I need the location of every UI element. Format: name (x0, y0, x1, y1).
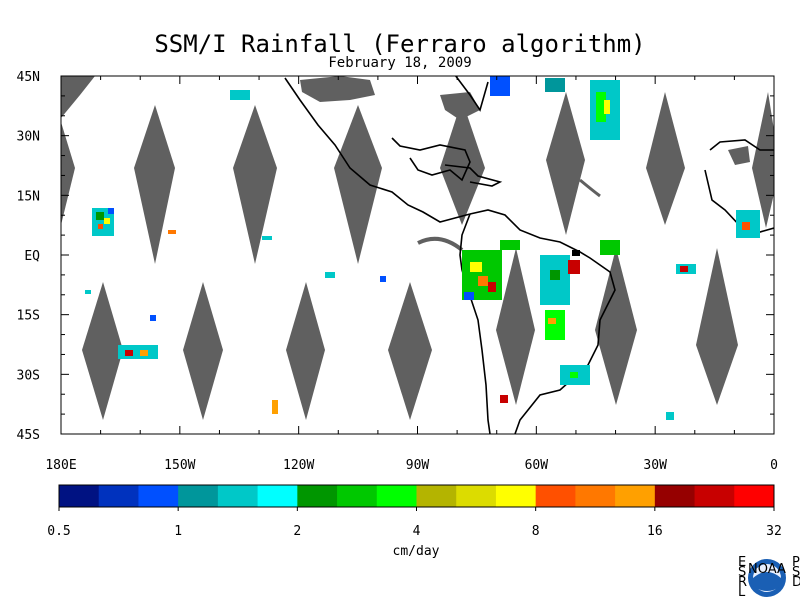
colorbar: 0.5 1 2 4 8 16 32 (47, 484, 782, 539)
colorbar-tick-label: 32 (766, 524, 782, 539)
colorbar-swatch (416, 485, 457, 507)
rain-cluster-amazon (462, 240, 580, 340)
colorbar-swatch (178, 485, 219, 507)
lat-tick-label: 15N (17, 189, 40, 204)
colorbar-tick-label: 16 (647, 524, 663, 539)
colorbar-swatch (217, 485, 259, 507)
colorbar-swatch (694, 485, 735, 507)
colorbar-swatch (734, 485, 775, 507)
missing-data-swaths (61, 76, 774, 420)
rain-cluster-s-pacific (118, 345, 158, 359)
axis-ticks (60, 75, 775, 435)
rain-cluster-n-atlantic (490, 76, 620, 140)
logo-letter-r: R (738, 575, 747, 590)
colorbar-swatch (59, 485, 100, 507)
colorbar-swatch (535, 485, 576, 507)
colorbar-swatch (337, 485, 378, 507)
colorbar-swatch (654, 485, 696, 507)
map-plot (61, 76, 774, 434)
colorbar-swatch (615, 485, 656, 507)
rain-specks (85, 90, 674, 420)
logo-letter-d: D (792, 575, 800, 590)
logo-letter-s: S (738, 565, 746, 580)
lat-tick-label: EQ (24, 249, 40, 264)
lon-tick-label: 90W (406, 458, 430, 473)
lon-tick-label: 0 (770, 458, 778, 473)
lon-tick-label: 150W (164, 458, 195, 473)
colorbar-swatch (297, 485, 338, 507)
colorbar-tick-label: 4 (413, 524, 421, 539)
chart-title: SSM/I Rainfall (Ferraro algorithm) (154, 30, 646, 58)
lon-tick-label: 180E (45, 458, 76, 473)
noaa-badge-text: NOAA (748, 562, 786, 577)
rainfall-patches (85, 76, 760, 420)
lon-axis: 180E 150W 120W 90W 60W 30W 0 (45, 458, 778, 473)
chart-date: February 18, 2009 (328, 55, 472, 71)
colorbar-swatch (257, 485, 298, 507)
lon-tick-label: 30W (643, 458, 667, 473)
colorbar-tick-label: 2 (293, 524, 301, 539)
lat-tick-label: 45S (17, 428, 40, 443)
colorbar-tick-label: 8 (532, 524, 540, 539)
colorbar-swatch (138, 485, 179, 507)
colorbar-tick-label: 0.5 (47, 524, 70, 539)
lat-tick-label: 45N (17, 70, 40, 85)
lat-axis: 45N 30N 15N EQ 15S 30S 45S (17, 70, 41, 443)
colorbar-swatch (495, 485, 537, 507)
rain-cluster-s-atlantic (560, 210, 760, 385)
logo-letter-e: E (738, 556, 746, 570)
colorbar-swatch (575, 485, 616, 507)
logo-letter-s2: S (792, 565, 800, 580)
colorbar-tick-label: 1 (174, 524, 182, 539)
colorbar-unit-label: cm/day (393, 544, 440, 559)
noaa-esrl-logo: E S R L NOAA P S D (738, 556, 800, 600)
colorbar-swatch (456, 485, 497, 507)
lat-tick-label: 30S (17, 368, 40, 383)
logo-letter-p: P (792, 556, 800, 570)
lat-tick-label: 15S (17, 309, 40, 324)
logo-letter-l: L (738, 585, 746, 600)
lon-tick-label: 120W (283, 458, 314, 473)
rain-cluster-w-pacific-n (92, 208, 114, 236)
lon-tick-label: 60W (525, 458, 549, 473)
colorbar-swatch (376, 485, 417, 507)
colorbar-swatch (98, 485, 139, 507)
lat-tick-label: 30N (17, 130, 40, 145)
coastlines (284, 76, 774, 434)
